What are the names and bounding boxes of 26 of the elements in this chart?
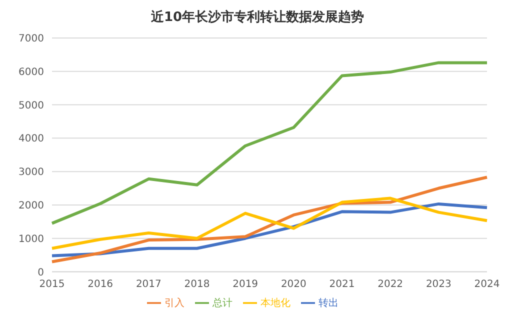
x-tick-label: 2022	[378, 278, 404, 290]
legend-label: 总计	[212, 298, 232, 309]
y-tick-label: 5000	[18, 100, 44, 112]
x-tick-label: 2021	[329, 278, 355, 290]
line-series	[50, 61, 488, 225]
x-tick-label: 2018	[184, 278, 210, 290]
legend-label: 引入	[164, 298, 184, 309]
line-series	[50, 176, 488, 264]
chart-title: 近10年长沙市专利转让数据发展趋势	[150, 8, 366, 26]
y-tick-label: 3000	[18, 167, 44, 178]
legend-label: 本地化	[260, 298, 290, 309]
line-series	[50, 196, 488, 250]
y-tick-label: 1000	[18, 234, 44, 245]
y-tick-label: 2000	[18, 200, 44, 212]
legend-label: 转出	[318, 298, 338, 309]
x-tick-label: 2015	[39, 278, 65, 290]
x-tick-label: 2017	[136, 278, 162, 290]
y-tick-label: 4000	[18, 134, 44, 145]
y-tick-label: 0	[38, 267, 44, 278]
y-tick-label: 7000	[18, 34, 44, 45]
x-tick-label: 2016	[88, 278, 114, 290]
x-tick-label: 2019	[232, 278, 258, 290]
x-tick-label: 2020	[280, 278, 306, 290]
x-tick-label: 2024	[474, 278, 500, 290]
x-tick-label: 2023	[426, 278, 452, 290]
y-tick-label: 6000	[18, 66, 44, 78]
